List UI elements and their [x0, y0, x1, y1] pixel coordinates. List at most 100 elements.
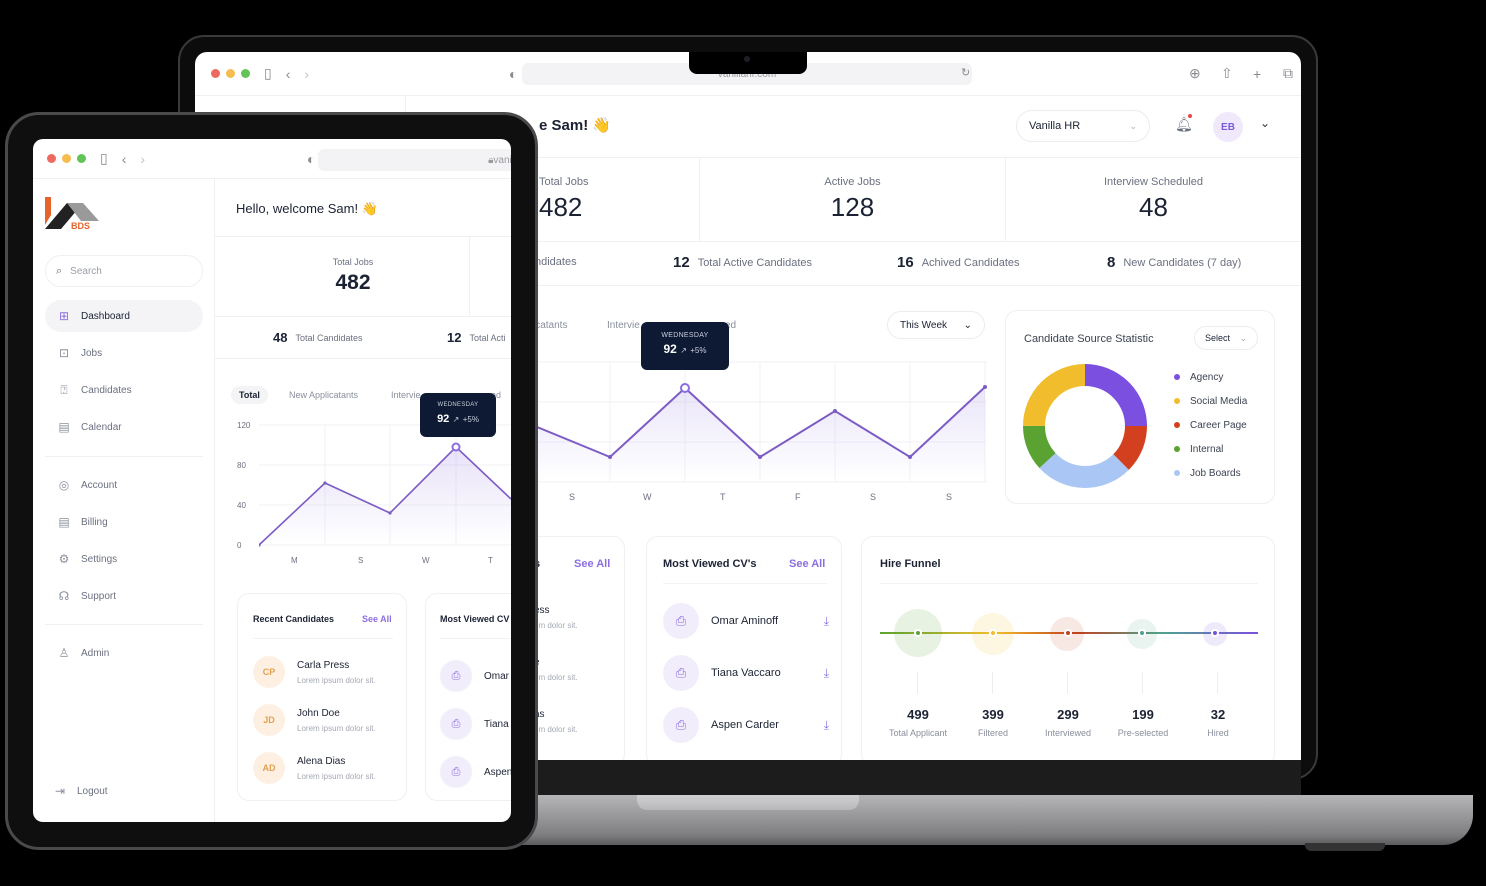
new-tab-icon[interactable]: +	[1253, 65, 1262, 82]
download-icon[interactable]: ⊕	[1189, 65, 1201, 81]
list-item[interactable]: ess um dolor sit.	[534, 605, 578, 630]
forward-icon[interactable]: ›	[140, 150, 146, 167]
maximize-dot[interactable]	[241, 69, 250, 78]
workspace-select[interactable]: Vanilla HR ⌄	[1016, 110, 1150, 142]
funnel-node	[1211, 629, 1219, 637]
tab-new-applicants[interactable]: icatants	[533, 320, 568, 331]
forward-icon[interactable]: ›	[304, 65, 310, 82]
search-icon: ⌕	[56, 264, 63, 277]
stage-value: 499	[907, 707, 929, 722]
list-item[interactable]: JD John Doe Lorem ipsum dolor sit.	[253, 696, 376, 744]
see-all-link[interactable]: See All	[789, 558, 826, 570]
stat-total-jobs: Total Jobs 482	[215, 257, 491, 295]
sidebar-item-jobs[interactable]: ⊡ Jobs	[45, 337, 203, 369]
close-dot[interactable]	[211, 69, 220, 78]
tooltip-value: 92	[437, 413, 450, 425]
funnel-stage: 499 Total Applicant	[878, 707, 958, 738]
period-label: This Week	[900, 319, 948, 331]
tab-interviewed[interactable]: Intervie	[391, 390, 421, 400]
sidebar-item-support[interactable]: ☊ Support	[45, 580, 203, 612]
list-item[interactable]: ⎙ Tiana Vaccaro ⤓	[663, 647, 829, 699]
candidate-name: e	[534, 657, 578, 668]
minimize-dot[interactable]	[62, 154, 71, 163]
sidebar-item-billing[interactable]: ▤ Billing	[45, 506, 203, 538]
stat-value: 482	[539, 192, 583, 222]
stat-active-jobs: Active Jobs 128	[700, 176, 1005, 223]
stat-label: Total Jobs	[539, 176, 589, 188]
back-icon[interactable]: ‹	[121, 150, 127, 167]
list-item[interactable]: ⎙ Aspen	[440, 748, 511, 796]
funnel-node	[914, 629, 922, 637]
logo: BDS	[45, 197, 101, 237]
list-item[interactable]: ⎙ Omar Aminoff ⤓	[663, 595, 829, 647]
sidebar-item-dashboard[interactable]: ⊞ Dashboard	[45, 300, 203, 332]
stage-label: Pre-selected	[1117, 728, 1169, 738]
most-viewed-cvs-card: Most Viewed CV's See All ⎙ Omar Aminoff ⤓ …	[646, 536, 842, 760]
shield-icon[interactable]: ◐	[509, 65, 518, 82]
source-select[interactable]: Select ⌄	[1194, 326, 1258, 350]
list-item[interactable]: CP Carla Press Lorem ipsum dolor sit.	[253, 648, 376, 696]
maximize-dot[interactable]	[77, 154, 86, 163]
notification-dot	[1188, 114, 1192, 118]
tabs-overview-icon[interactable]: ⧉	[1283, 65, 1293, 81]
mini-stat: 8 New Candidates (7 day)	[1107, 254, 1241, 271]
reload-icon[interactable]: ↻	[961, 67, 971, 79]
address-bar[interactable]: vanillahr.com	[522, 63, 972, 85]
list-item[interactable]: as um dolor sit.	[534, 709, 578, 734]
bell-icon[interactable]: 🔔︎	[1175, 116, 1193, 132]
list-item[interactable]: AD Alena Dias Lorem ipsum dolor sit.	[253, 744, 376, 792]
list-item[interactable]: ⎙ Tiana V	[440, 700, 511, 748]
minimize-dot[interactable]	[226, 69, 235, 78]
sidebar-item-candidates[interactable]: ⍰ Candidates	[45, 374, 203, 406]
share-icon[interactable]: ⇧	[1221, 65, 1233, 81]
shield-icon[interactable]: ◐	[307, 150, 316, 167]
chevron-down-icon: ⌄	[1129, 120, 1137, 131]
window-controls[interactable]	[211, 69, 250, 78]
profile-chevron-icon[interactable]: ⌄	[1260, 116, 1271, 130]
highlight-point[interactable]	[451, 442, 461, 452]
file-icon: ⎙	[663, 707, 699, 743]
tab-interviewed[interactable]: Intervie	[607, 320, 640, 331]
legend-career-page: Career Page	[1174, 413, 1247, 437]
download-icon[interactable]: ⤓	[823, 665, 829, 680]
mini-stats-row: ndidates 12 Total Active Candidates 16 Ach…	[525, 242, 1301, 286]
address-bar[interactable]: 🔒︎vanil	[318, 149, 511, 171]
sidebar-item-label: Support	[81, 590, 117, 602]
legend-dot	[1174, 374, 1180, 380]
highlight-point[interactable]	[680, 383, 690, 393]
avatar[interactable]: EB	[1213, 112, 1243, 142]
donut-chart	[1023, 364, 1147, 488]
download-icon[interactable]: ⤓	[823, 717, 829, 732]
mini-stat-value: 12	[447, 330, 462, 345]
see-all-link[interactable]: See All	[574, 558, 611, 570]
candidate-name: Alena Dias	[297, 755, 346, 767]
legend-label: Internal	[1190, 443, 1224, 455]
see-all-link[interactable]: See All	[362, 614, 392, 624]
download-icon[interactable]: ⤓	[823, 613, 829, 628]
back-icon[interactable]: ‹	[285, 65, 291, 82]
tab-hired[interactable]: ed	[725, 320, 737, 331]
tab-hired[interactable]: ed	[491, 390, 502, 400]
sidebar-item-admin[interactable]: ♙ Admin	[45, 637, 203, 669]
sidebar-toggle-icon[interactable]: ▯	[264, 65, 272, 81]
close-dot[interactable]	[47, 154, 56, 163]
page-title: Hello, welcome Sam! 👋	[236, 201, 378, 217]
page-header: Hello, welcome Sam! 👋	[215, 179, 511, 237]
period-select[interactable]: This Week ⌄	[887, 311, 985, 339]
search-input[interactable]: ⌕ Search	[45, 255, 203, 287]
list-item[interactable]: e um dolor sit.	[534, 657, 578, 682]
logout-button[interactable]: ⇥ Logout	[41, 775, 199, 807]
tab-total[interactable]: Total	[231, 386, 268, 404]
sidebar-item-settings[interactable]: ⚙ Settings	[45, 543, 203, 575]
line-chart-svg	[525, 361, 987, 483]
page-header: e Sam! 👋 Vanilla HR ⌄ 🔔︎ EB ⌄	[195, 96, 1301, 158]
legend-social-media: Social Media	[1174, 389, 1247, 413]
browser-toolbar: ▯ ‹ › ◐ 🔒︎vanil	[33, 139, 511, 179]
list-item[interactable]: ⎙ Omar A	[440, 652, 511, 700]
sidebar-item-account[interactable]: ◎ Account	[45, 469, 203, 501]
sidebar-item-calendar[interactable]: ▤ Calendar	[45, 411, 203, 443]
logout-icon: ⇥	[54, 784, 66, 798]
sidebar-toggle-icon[interactable]: ▯	[100, 150, 108, 166]
list-item[interactable]: ⎙ Aspen Carder ⤓	[663, 699, 829, 751]
tab-new-applicants[interactable]: New Applicatants	[289, 390, 359, 400]
